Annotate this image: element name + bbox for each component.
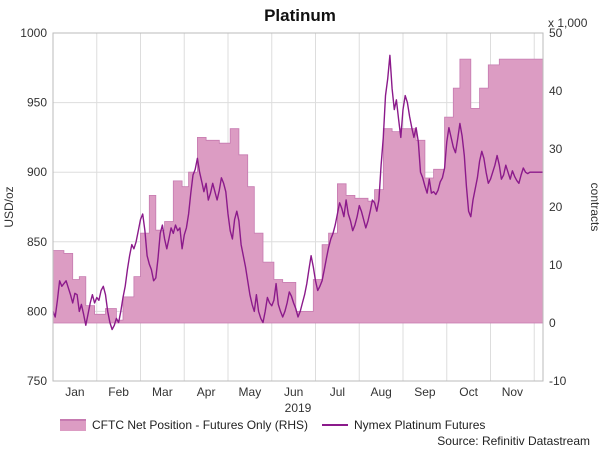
right-tick-label: 30 [549,142,563,156]
legend-item-nymex: Nymex Platinum Futures [322,418,485,432]
source-note: Source: Refinitiv Datastream [437,434,590,448]
x-axis-year-label: 2019 [285,401,312,415]
month-tick-label: Jan [65,385,84,399]
legend-area-swatch [60,419,86,431]
legend: CFTC Net Position - Futures Only (RHS) N… [60,418,600,436]
month-tick-label: Aug [370,385,391,399]
right-axis-label: contracts [588,183,600,232]
legend-line-swatch [322,424,348,426]
legend-item-cftc: CFTC Net Position - Futures Only (RHS) [60,418,308,432]
month-tick-label: Nov [502,385,523,399]
nymex-platinum-futures-line [52,54,543,331]
month-tick-label: Mar [152,385,173,399]
month-tick-label: Apr [197,385,216,399]
chart-title: Platinum [264,6,336,25]
right-tick-label: 0 [549,316,556,330]
left-axis-label: USD/oz [2,186,16,227]
right-tick-label: 40 [549,84,563,98]
month-tick-label: Oct [459,385,478,399]
right-axis-ticks: -10 0 10 20 30 40 50 [549,26,567,388]
cftc-area-layer [52,58,544,324]
right-tick-label: 20 [549,200,563,214]
left-tick-label: 800 [27,304,47,318]
left-tick-label: 850 [27,235,47,249]
right-tick-label: 10 [549,258,563,272]
cftc-net-position-area [52,58,544,324]
month-tick-label: Jul [330,385,345,399]
legend-label-cftc: CFTC Net Position - Futures Only (RHS) [92,418,309,432]
month-tick-label: Jun [284,385,303,399]
plot-frame [52,32,544,382]
month-tick-label: Feb [108,385,129,399]
left-axis-ticks: 750 800 850 900 950 1000 [20,26,47,388]
left-tick-label: 900 [27,165,47,179]
month-tick-label: Sep [414,385,436,399]
left-tick-label: 950 [27,96,47,110]
left-tick-label: 750 [27,374,47,388]
x-axis-month-ticks: Jan Feb Mar Apr May Jun Jul Aug Sep Oct Nov [65,385,523,399]
right-axis-multiplier: x 1,000 [548,16,588,30]
legend-label-nymex: Nymex Platinum Futures [354,418,486,432]
month-tick-label: May [239,385,262,399]
nymex-line-layer [52,54,543,331]
right-tick-label: -10 [549,374,567,388]
right-tick-label: 50 [549,26,563,40]
left-tick-label: 1000 [20,26,47,40]
